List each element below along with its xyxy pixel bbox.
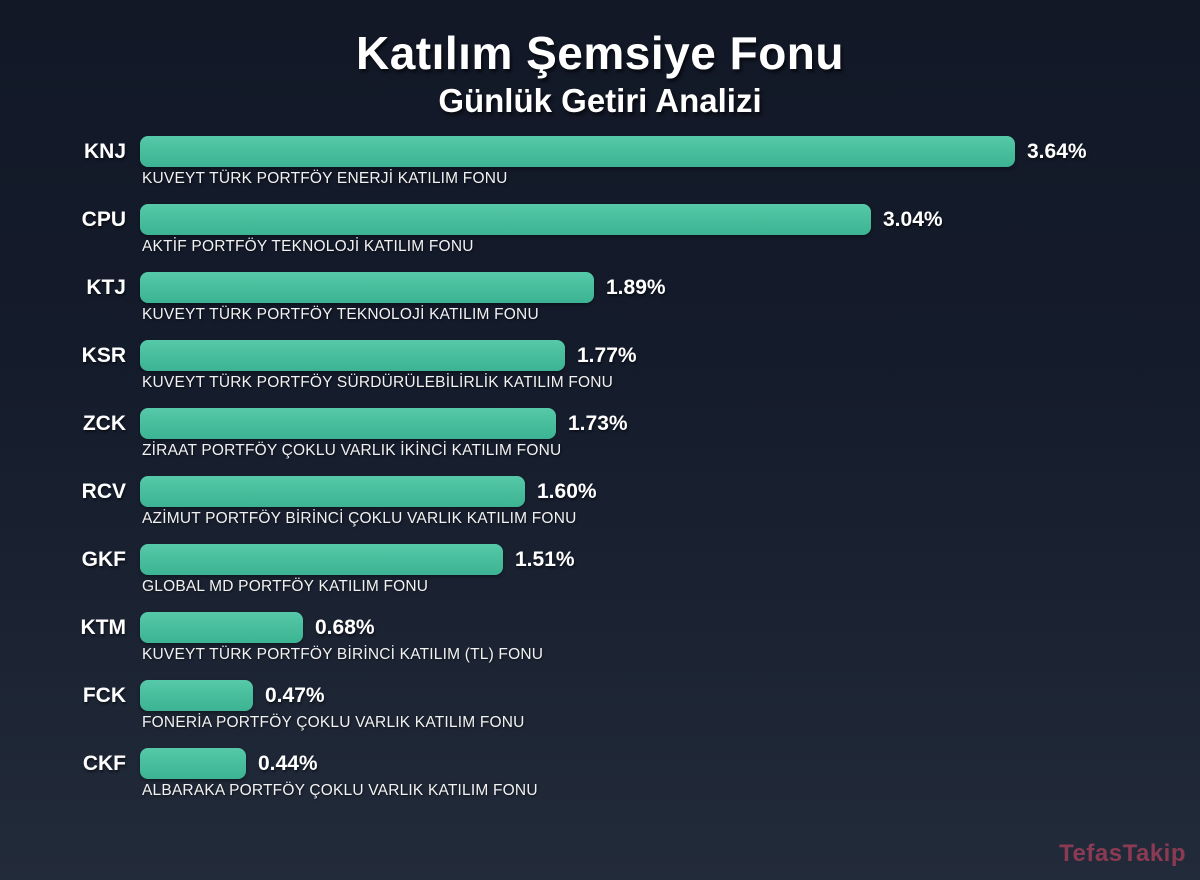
value-label: 0.68% [315, 615, 375, 639]
ticker-label: CKF [82, 752, 126, 775]
chart-row: CPU 3.04% AKTİF PORTFÖY TEKNOLOJİ KATILI… [0, 204, 1200, 256]
chart-row: KTJ 1.89% KUVEYT TÜRK PORTFÖY TEKNOLOJİ … [0, 272, 1200, 324]
bar-line: 0.47% [140, 680, 1200, 711]
value-label: 1.73% [568, 411, 628, 435]
chart-row: KTM 0.68% KUVEYT TÜRK PORTFÖY BİRİNCİ KA… [0, 612, 1200, 664]
bar-line: 3.04% [140, 204, 1200, 235]
watermark: TefasTakip [1059, 840, 1186, 867]
fund-name: KUVEYT TÜRK PORTFÖY BİRİNCİ KATILIM (TL)… [142, 646, 544, 663]
bar [140, 136, 1015, 167]
bar-line: 1.89% [140, 272, 1200, 303]
fund-name: AKTİF PORTFÖY TEKNOLOJİ KATILIM FONU [142, 238, 474, 255]
value-label: 3.64% [1027, 139, 1087, 163]
value-label: 1.51% [515, 547, 575, 571]
ticker-label: KTM [80, 616, 127, 639]
value-label: 1.89% [606, 275, 666, 299]
bar [140, 748, 246, 779]
bar [140, 272, 594, 303]
chart-row: CKF 0.44% ALBARAKA PORTFÖY ÇOKLU VARLIK … [0, 748, 1200, 800]
fund-name: KUVEYT TÜRK PORTFÖY TEKNOLOJİ KATILIM FO… [142, 306, 539, 323]
bar-chart: KNJ 3.64% KUVEYT TÜRK PORTFÖY ENERJİ KAT… [0, 136, 1200, 800]
bar-line: 3.64% [140, 136, 1200, 167]
fund-name: KUVEYT TÜRK PORTFÖY ENERJİ KATILIM FONU [142, 170, 508, 187]
chart-row: GKF 1.51% GLOBAL MD PORTFÖY KATILIM FONU [0, 544, 1200, 596]
page-subtitle: Günlük Getiri Analizi [438, 82, 762, 119]
bar [140, 544, 503, 575]
fund-name: AZİMUT PORTFÖY BİRİNCİ ÇOKLU VARLIK KATI… [142, 510, 577, 527]
ticker-label: KNJ [83, 140, 126, 163]
bar [140, 340, 565, 371]
ticker-label: FCK [82, 684, 126, 707]
bar-line: 1.73% [140, 408, 1200, 439]
fund-name: FONERİA PORTFÖY ÇOKLU VARLIK KATILIM FON… [142, 714, 525, 731]
bar-line: 0.44% [140, 748, 1200, 779]
value-label: 3.04% [883, 207, 943, 231]
header: Katılım Şemsiye Fonu Günlük Getiri Anali… [0, 0, 1200, 120]
value-label: 1.77% [577, 343, 637, 367]
bar [140, 476, 525, 507]
ticker-label: KSR [81, 344, 126, 367]
bar [140, 680, 253, 711]
bar-line: 1.51% [140, 544, 1200, 575]
chart-row: KNJ 3.64% KUVEYT TÜRK PORTFÖY ENERJİ KAT… [0, 136, 1200, 188]
bar [140, 612, 303, 643]
value-label: 0.47% [265, 683, 325, 707]
fund-name: GLOBAL MD PORTFÖY KATILIM FONU [142, 578, 429, 595]
fund-name: ZİRAAT PORTFÖY ÇOKLU VARLIK İKİNCİ KATIL… [142, 442, 562, 459]
ticker-label: CPU [81, 208, 126, 231]
chart-row: RCV 1.60% AZİMUT PORTFÖY BİRİNCİ ÇOKLU V… [0, 476, 1200, 528]
ticker-label: GKF [81, 548, 126, 571]
bar-line: 1.77% [140, 340, 1200, 371]
fund-name: ALBARAKA PORTFÖY ÇOKLU VARLIK KATILIM FO… [142, 782, 538, 799]
ticker-label: KTJ [86, 276, 126, 299]
bar [140, 408, 556, 439]
bar [140, 204, 871, 235]
fund-name: KUVEYT TÜRK PORTFÖY SÜRDÜRÜLEBİLİRLİK KA… [142, 374, 614, 391]
bar-line: 0.68% [140, 612, 1200, 643]
page-title: Katılım Şemsiye Fonu [355, 27, 844, 79]
value-label: 0.44% [258, 751, 318, 775]
value-label: 1.60% [537, 479, 597, 503]
chart-row: ZCK 1.73% ZİRAAT PORTFÖY ÇOKLU VARLIK İK… [0, 408, 1200, 460]
bar-line: 1.60% [140, 476, 1200, 507]
chart-row: KSR 1.77% KUVEYT TÜRK PORTFÖY SÜRDÜRÜLEB… [0, 340, 1200, 392]
ticker-label: ZCK [82, 412, 126, 435]
chart-row: FCK 0.47% FONERİA PORTFÖY ÇOKLU VARLIK K… [0, 680, 1200, 732]
ticker-label: RCV [81, 480, 126, 503]
